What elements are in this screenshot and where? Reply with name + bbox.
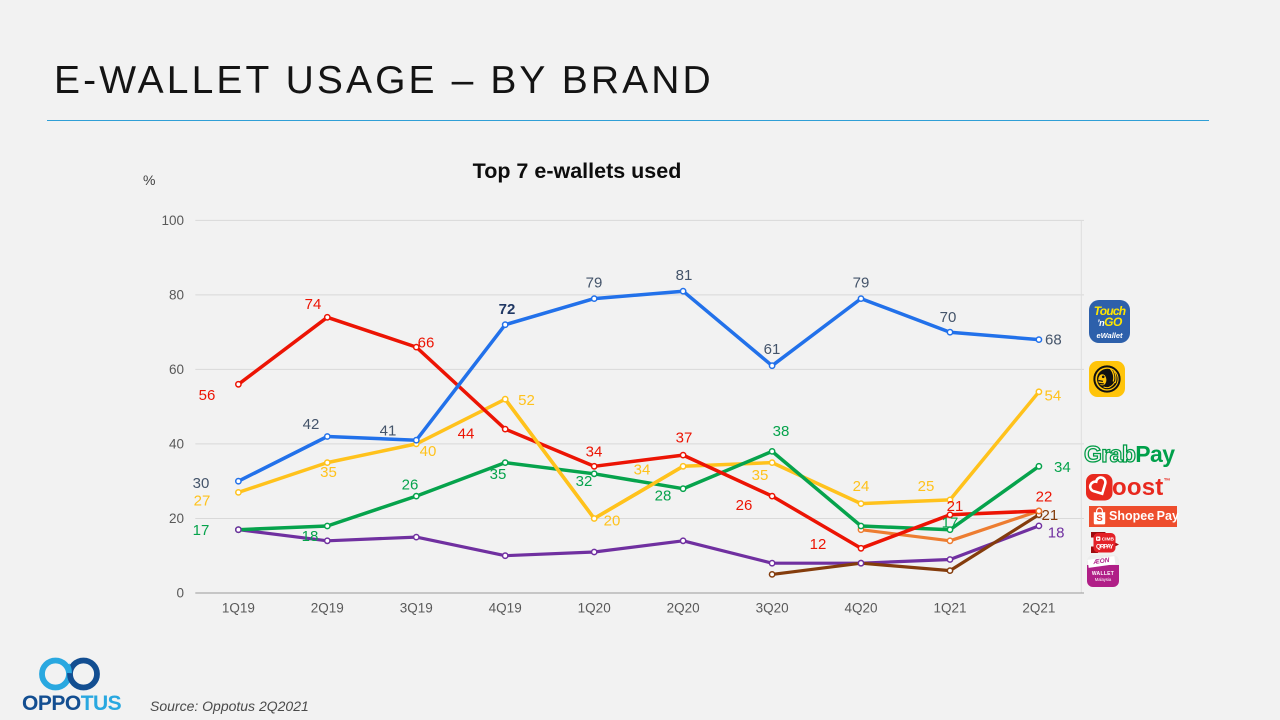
- svg-text:21: 21: [947, 498, 964, 515]
- svg-text:40: 40: [420, 443, 437, 460]
- svg-text:26: 26: [402, 477, 419, 494]
- svg-text:70: 70: [940, 309, 957, 326]
- svg-text:52: 52: [518, 392, 535, 409]
- svg-text:40: 40: [169, 437, 184, 452]
- svg-text:22: 22: [1036, 489, 1053, 506]
- svg-text:25: 25: [918, 478, 935, 495]
- svg-text:72: 72: [499, 301, 516, 318]
- svg-text:68: 68: [1045, 332, 1062, 349]
- svg-text:0: 0: [176, 586, 184, 601]
- svg-text:17: 17: [942, 515, 959, 532]
- svg-text:S: S: [1096, 513, 1102, 524]
- svg-text:2Q19: 2Q19: [311, 601, 344, 616]
- svg-text:2Q21: 2Q21: [1022, 601, 1055, 616]
- svg-text:66: 66: [418, 335, 435, 352]
- svg-text:2Q20: 2Q20: [667, 601, 700, 616]
- svg-text:20: 20: [169, 511, 184, 526]
- svg-text:28: 28: [655, 488, 672, 505]
- svg-text:1Q21: 1Q21: [933, 601, 966, 616]
- svg-text:74: 74: [305, 296, 322, 313]
- svg-text:QRPAY: QRPAY: [1096, 544, 1114, 551]
- svg-text:54: 54: [1045, 387, 1062, 404]
- svg-text:3Q20: 3Q20: [756, 601, 789, 616]
- svg-text:79: 79: [586, 275, 603, 292]
- svg-text:35: 35: [490, 466, 507, 483]
- svg-text:20: 20: [604, 513, 621, 530]
- svg-text:37: 37: [676, 430, 693, 447]
- svg-text:61: 61: [764, 341, 781, 358]
- svg-text:1Q19: 1Q19: [222, 601, 255, 616]
- svg-text:18: 18: [302, 528, 319, 545]
- svg-text:%: %: [143, 172, 155, 188]
- svg-text:56: 56: [199, 387, 216, 404]
- svg-text:1Q20: 1Q20: [578, 601, 611, 616]
- svg-text:CIMB: CIMB: [1102, 537, 1115, 543]
- svg-text:30: 30: [193, 475, 210, 492]
- svg-text:24: 24: [853, 478, 870, 495]
- svg-text:100: 100: [161, 213, 184, 228]
- svg-text:18: 18: [1048, 525, 1065, 542]
- svg-text:38: 38: [773, 423, 790, 440]
- svg-text:27: 27: [194, 493, 211, 510]
- svg-text:41: 41: [380, 423, 397, 440]
- svg-text:60: 60: [169, 362, 184, 377]
- svg-text:81: 81: [676, 267, 693, 284]
- svg-text:80: 80: [169, 288, 184, 303]
- svg-text:26: 26: [736, 497, 753, 514]
- svg-text:4Q19: 4Q19: [489, 601, 522, 616]
- svg-text:35: 35: [320, 464, 337, 481]
- svg-text:44: 44: [458, 426, 475, 443]
- svg-text:3Q19: 3Q19: [400, 601, 433, 616]
- svg-text:34: 34: [1054, 459, 1071, 476]
- svg-text:35: 35: [752, 467, 769, 484]
- svg-text:21: 21: [1042, 507, 1059, 524]
- svg-text:34: 34: [586, 444, 603, 461]
- svg-text:79: 79: [853, 275, 870, 292]
- svg-text:32: 32: [576, 473, 593, 490]
- svg-text:42: 42: [303, 416, 320, 433]
- svg-text:12: 12: [810, 536, 827, 553]
- svg-text:34: 34: [634, 462, 651, 479]
- svg-text:17: 17: [193, 522, 210, 539]
- svg-text:4Q20: 4Q20: [844, 601, 877, 616]
